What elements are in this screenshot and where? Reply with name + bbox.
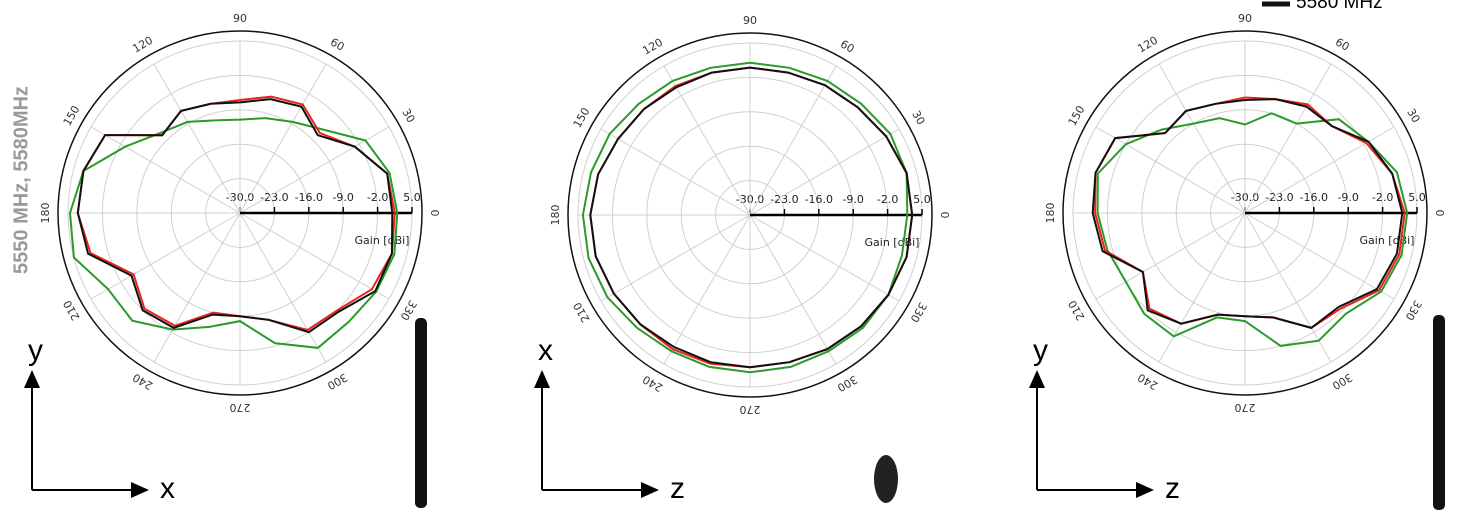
angle-label: 30 [1404, 106, 1422, 125]
pattern-line [581, 61, 909, 374]
antenna-image [1433, 315, 1445, 510]
grid-spoke [153, 63, 241, 214]
grid-spoke [1158, 63, 1246, 214]
angle-label: 60 [328, 35, 347, 53]
r-tick-label: -9.0 [1337, 191, 1358, 204]
angle-label: 240 [130, 371, 155, 393]
outer-ring [567, 32, 933, 398]
axis-arrow-label: y [28, 334, 43, 367]
outer-ring [57, 30, 423, 396]
r-tick-label: -16.0 [805, 193, 833, 206]
grid-spoke [600, 214, 751, 302]
grid-spoke [749, 214, 837, 365]
r-tick-label: -9.0 [842, 193, 863, 206]
r-tick-label: -2.0 [877, 193, 898, 206]
angle-label: 330 [398, 298, 420, 323]
angle-label: 330 [908, 300, 930, 325]
r-tick-label: -9.0 [332, 191, 353, 204]
grid-spoke [600, 128, 751, 216]
r-tick-label: -23.0 [1265, 191, 1293, 204]
angle-label: 90 [1238, 12, 1252, 25]
grid-spoke [749, 214, 900, 302]
r-axis-label: Gain [dBi] [1360, 234, 1415, 247]
r-tick-label: 5.0 [1408, 191, 1426, 204]
angle-label: 210 [61, 298, 83, 323]
antenna-image [415, 318, 427, 508]
angle-label: 0 [938, 212, 951, 219]
angle-label: 300 [835, 373, 860, 395]
angle-label: 0 [1433, 210, 1446, 217]
angle-label: 150 [1066, 103, 1088, 128]
grid-spoke [663, 65, 751, 216]
angle-label: 270 [230, 401, 251, 414]
grid-spoke [1095, 212, 1246, 300]
r-axis-label: Gain [dBi] [355, 234, 410, 247]
grid-spoke [1244, 63, 1332, 214]
angle-label: 240 [640, 373, 665, 395]
angle-label: 90 [233, 12, 247, 25]
angle-label: 0 [428, 210, 441, 217]
r-tick-label: -23.0 [260, 191, 288, 204]
axis-arrow-label: y [1033, 334, 1048, 367]
grid-spoke [90, 126, 241, 214]
angle-label: 210 [571, 300, 593, 325]
grid-spoke [1244, 212, 1332, 363]
grid-spoke [239, 126, 390, 214]
grid-spoke [239, 212, 390, 300]
axis-arrow-label: z [670, 472, 685, 505]
grid-spoke [749, 65, 837, 216]
angle-label: 60 [1333, 35, 1352, 53]
grid-spoke [1244, 212, 1395, 300]
pattern-line [1096, 112, 1409, 347]
r-tick-label: -2.0 [367, 191, 388, 204]
angle-label: 270 [1235, 401, 1256, 414]
r-tick-label: -23.0 [770, 193, 798, 206]
r-axis-label: Gain [dBi] [865, 236, 920, 249]
legend-label: 5580 MHz [1296, 0, 1383, 13]
pattern-line [1091, 98, 1404, 329]
pattern-line [76, 98, 394, 334]
grid-spoke [663, 214, 751, 365]
axis-arrow-label: x [538, 334, 553, 367]
angle-label: 330 [1403, 298, 1425, 323]
angle-label: 210 [1066, 298, 1088, 323]
r-tick-label: -2.0 [1372, 191, 1393, 204]
grid-spoke [239, 63, 327, 214]
angle-label: 150 [571, 105, 593, 130]
pattern-line [589, 66, 914, 369]
side-caption: 5550 MHz, 5580MHz [10, 86, 32, 274]
angle-label: 180 [1044, 203, 1057, 224]
grid-spoke [749, 128, 900, 216]
angle-label: 120 [1135, 34, 1160, 56]
r-tick-label: -16.0 [295, 191, 323, 204]
antenna-image [874, 455, 898, 503]
angle-label: 180 [39, 203, 52, 224]
angle-label: 60 [838, 37, 857, 55]
r-tick-label: 5.0 [913, 193, 931, 206]
grid-spoke [1095, 126, 1246, 214]
angle-label: 300 [1330, 371, 1355, 393]
outer-ring [1062, 30, 1428, 396]
grid-spoke [1158, 212, 1246, 363]
grid-spoke [153, 212, 241, 363]
angle-label: 30 [909, 108, 927, 127]
angle-label: 180 [549, 205, 562, 226]
angle-label: 270 [740, 403, 761, 416]
pattern-line [68, 117, 399, 349]
angle-label: 300 [325, 371, 350, 393]
axis-arrow-label: z [1165, 472, 1180, 505]
angle-label: 90 [743, 14, 757, 27]
angle-label: 30 [399, 106, 417, 125]
axis-arrow-label: x [160, 472, 175, 505]
r-tick-label: 5.0 [403, 191, 421, 204]
angle-label: 240 [1135, 371, 1160, 393]
angle-label: 120 [640, 36, 665, 58]
r-tick-label: -16.0 [1300, 191, 1328, 204]
angle-label: 120 [130, 34, 155, 56]
grid-spoke [90, 212, 241, 300]
angle-label: 150 [61, 103, 83, 128]
grid-spoke [239, 212, 327, 363]
